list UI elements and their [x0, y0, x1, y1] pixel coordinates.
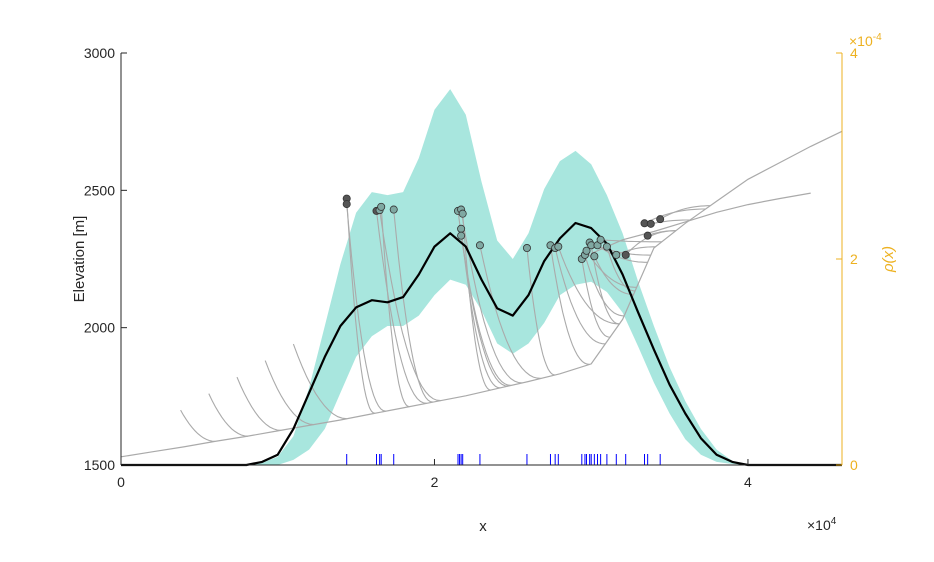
x-tick-label: 0	[117, 474, 125, 490]
axes-layer	[120, 52, 843, 466]
density-curve-layer	[121, 221, 842, 467]
labels-layer: x Elevation [m] ρ(x) ×104 ×10-4 0 2 415002…	[71, 32, 897, 535]
outlet-point	[646, 219, 655, 228]
tributary-profile	[236, 376, 281, 431]
x-tick-label: 2	[431, 474, 439, 490]
tributary-profile	[460, 235, 512, 386]
y-right-tick-label: 2	[850, 251, 858, 267]
tributary-profile	[584, 254, 625, 317]
tributary-profile	[380, 206, 410, 408]
density-curve	[121, 221, 842, 467]
y-right-tick-label: 0	[850, 457, 858, 473]
tributary-profile	[606, 246, 636, 292]
tributary-profile	[647, 230, 676, 237]
outlet-point	[389, 205, 398, 214]
tributary-profile	[180, 409, 216, 442]
x-tick-label: 4	[744, 474, 752, 490]
y-left-tick-label: 3000	[84, 45, 115, 61]
right-exponent-base: ×10	[849, 33, 873, 49]
tributary-profile	[557, 246, 620, 325]
tributary-profile	[549, 245, 590, 365]
outlet-point	[522, 244, 531, 253]
x-exponent-label: ×104	[807, 516, 837, 533]
outlet-point	[475, 241, 484, 250]
tributary-profile	[581, 258, 611, 338]
right-exponent-power: -4	[873, 32, 882, 43]
confidence-band-layer	[246, 89, 748, 465]
y-axis-right-label: ρ(x)	[880, 246, 897, 273]
tributary-profile	[593, 256, 634, 295]
outlet-points-layer	[342, 194, 665, 263]
upper-branch-profile	[590, 192, 811, 255]
outlet-point	[621, 250, 630, 259]
x-axis-label: x	[479, 518, 487, 535]
x-exponent-power: 4	[831, 516, 837, 527]
tributary-profile	[659, 205, 711, 220]
y-right-tick-label: 4	[850, 45, 858, 61]
tributary-profile	[479, 245, 542, 379]
tributary-profile	[460, 209, 523, 384]
y-left-tick-label: 2000	[84, 320, 115, 336]
outlet-point	[656, 215, 665, 224]
outlet-point	[458, 209, 467, 218]
confidence-band	[246, 89, 748, 465]
outlet-point	[612, 250, 621, 259]
tributary-profile	[264, 360, 314, 426]
tributary-profile	[597, 244, 648, 263]
outlet-point	[342, 200, 351, 209]
outlet-point	[582, 246, 591, 255]
outlet-point	[590, 252, 599, 261]
tributary-profile	[590, 245, 620, 325]
stream-profiles-layer	[120, 130, 843, 458]
tributary-profile	[346, 204, 387, 412]
outlet-point	[602, 242, 611, 251]
rug-marks-layer	[346, 454, 661, 465]
tributary-profile	[346, 198, 376, 414]
tributary-profile	[379, 210, 441, 402]
tributary-profile	[650, 219, 690, 225]
tributary-profile	[393, 209, 433, 403]
outlet-point	[643, 231, 652, 240]
tributary-profile	[600, 239, 662, 243]
outlet-point	[554, 242, 563, 251]
outlet-point	[457, 224, 466, 233]
tributary-profile	[460, 228, 501, 389]
outlet-point	[596, 235, 605, 244]
y-left-tick-label: 2500	[84, 182, 115, 198]
y-left-tick-label: 1500	[84, 457, 115, 473]
x-exponent-base: ×10	[807, 517, 831, 533]
outlet-point	[377, 202, 386, 211]
tributary-profile	[554, 247, 606, 345]
tributary-profile	[208, 393, 249, 437]
outlet-point	[457, 231, 466, 240]
y-axis-left-label: Elevation [m]	[71, 216, 88, 303]
tributary-profile	[375, 210, 427, 404]
tributary-profile	[292, 343, 347, 420]
main-stem-profile	[120, 130, 843, 458]
right-exponent-label: ×10-4	[849, 32, 882, 49]
